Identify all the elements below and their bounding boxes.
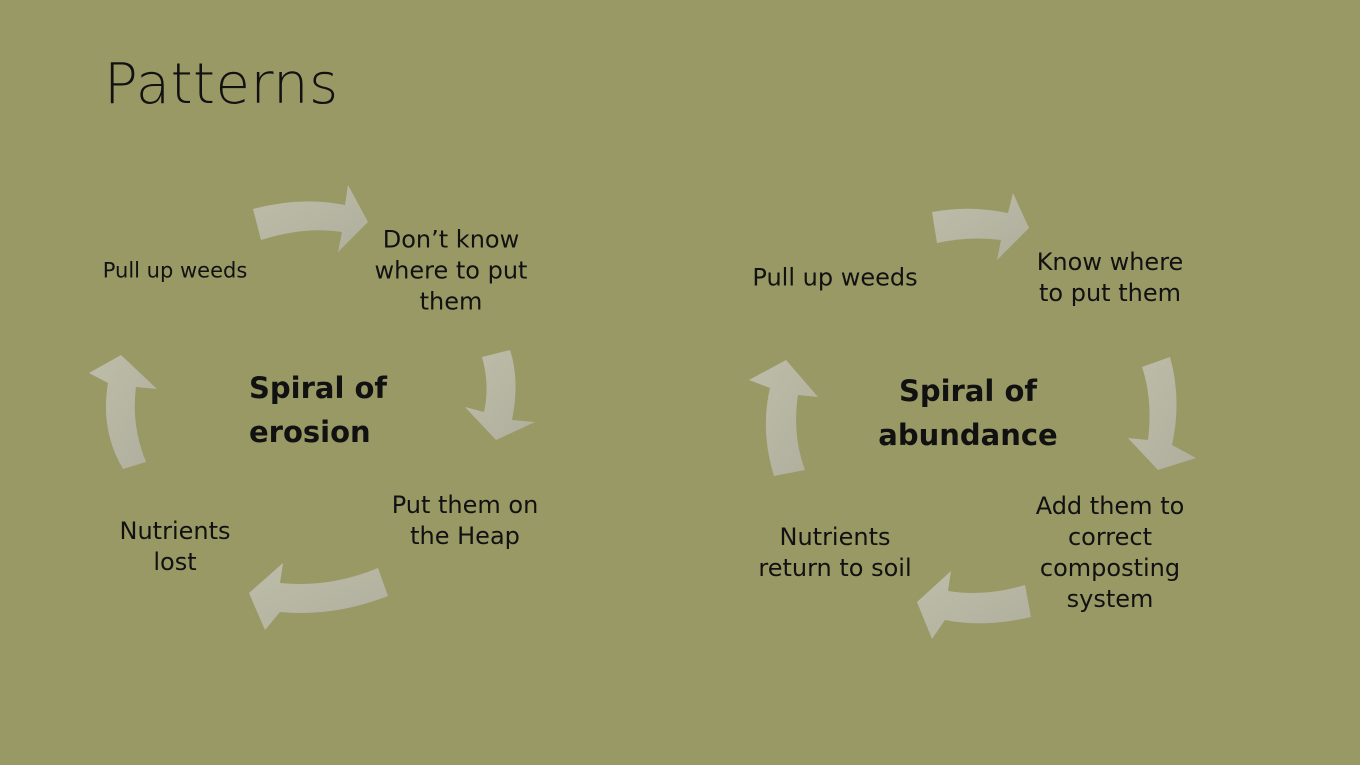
cycle-arrow-left bbox=[749, 360, 818, 476]
cycle-node-pull-up-weeds: Pull up weeds bbox=[752, 263, 918, 292]
cycle-center-label: Spiral of abundance bbox=[878, 374, 1058, 452]
cycle-arrow-top bbox=[932, 193, 1029, 260]
cycle-node-nutrients-return: Nutrients return to soil bbox=[758, 523, 912, 582]
cycle-arrow-top bbox=[253, 185, 368, 252]
cycle-arrow-bottom bbox=[249, 563, 388, 630]
cycle-node-put-on-heap: Put them on the Heap bbox=[391, 491, 539, 550]
slide-title: Patterns bbox=[104, 52, 339, 117]
cycle-arrow-bottom bbox=[917, 571, 1031, 639]
cycle-node-dont-know-where: Don’t know where to put them bbox=[374, 225, 528, 316]
cycle-node-pull-up-weeds: Pull up weeds bbox=[102, 258, 248, 283]
cycle-node-know-where: Know where to put them bbox=[1036, 248, 1184, 307]
cycle-arrow-right bbox=[465, 350, 535, 440]
cycle-arrow-left bbox=[89, 355, 157, 469]
cycle-node-nutrients-lost: Nutrients lost bbox=[119, 517, 231, 576]
cycle-node-add-to-composting: Add them to correct composting system bbox=[1035, 492, 1185, 613]
cycle-center-label: Spiral of erosion bbox=[249, 371, 388, 449]
cycle-arrow-right bbox=[1128, 357, 1196, 470]
